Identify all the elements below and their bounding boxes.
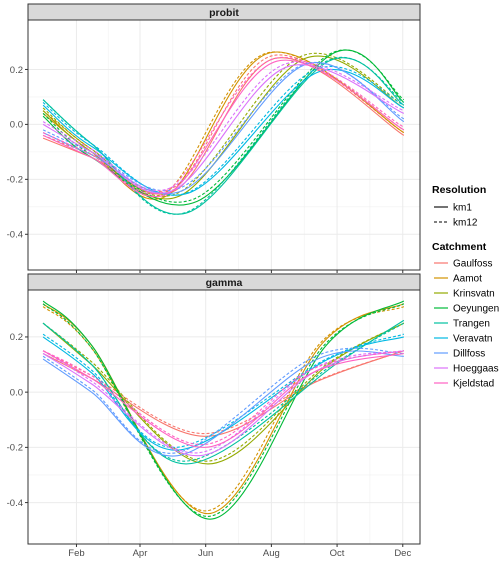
strip-title-probit: probit xyxy=(209,7,239,19)
x-tick-label: Dec xyxy=(394,548,411,559)
series-line-oeyungen-km12 xyxy=(42,303,405,517)
legend: Resolution km1 km12 Catchment Gaulfoss Aamot K… xyxy=(432,184,499,390)
x-tick-label: Feb xyxy=(68,548,84,559)
series-line-oeyungen-km1 xyxy=(42,300,405,520)
legend-label-veravatn: Veravatn xyxy=(453,334,492,345)
y-tick-label: -0.2 xyxy=(7,443,23,454)
series-group xyxy=(42,49,405,215)
legend-label-krinsvatn: Krinsvatn xyxy=(453,289,495,300)
strip-background xyxy=(27,273,421,291)
legend-label-kjeldstad: Kjeldstad xyxy=(453,379,494,390)
y-tick-label: -0.4 xyxy=(7,230,23,241)
legend-label-oeyungen: Oeyungen xyxy=(453,304,499,315)
panel-background xyxy=(28,290,420,544)
y-tick-label: 0.0 xyxy=(10,120,23,131)
y-tick-label: -0.4 xyxy=(7,498,23,509)
series-line-hoeggaas-km1 xyxy=(42,350,404,457)
panel-probit: probit -0.4 -0.2 0.0 0.2 xyxy=(7,3,421,273)
panel-gamma: gamma -0.4 -0.2 0.0 0.2 Feb Apr Jun Aug Oct Dec xyxy=(7,273,421,559)
legend-label-dillfoss: Dillfoss xyxy=(453,349,485,360)
series-group xyxy=(42,300,405,520)
series-line-krinsvatn-km1 xyxy=(42,55,405,200)
legend-label-aamot: Aamot xyxy=(453,274,482,285)
x-tick-label: Oct xyxy=(330,548,345,559)
series-line-dillfoss-km12 xyxy=(42,347,404,454)
series-line-trangen-km1 xyxy=(42,57,405,215)
series-line-kjeldstad-km1 xyxy=(42,350,404,448)
series-line-dillfoss-km1 xyxy=(42,350,404,457)
y-tick-label: -0.2 xyxy=(7,175,23,186)
series-line-veravatn-km1 xyxy=(42,69,405,196)
legend-label-km12: km12 xyxy=(453,218,478,229)
x-tick-label: Apr xyxy=(133,548,148,559)
legend-label-gaulfoss: Gaulfoss xyxy=(453,259,492,270)
series-line-trangen-km1 xyxy=(42,319,405,465)
panel-background xyxy=(28,20,420,270)
legend-label-trangen: Trangen xyxy=(453,319,490,330)
x-tick-label: Jun xyxy=(198,548,213,559)
y-tick-label: 0.2 xyxy=(10,65,23,76)
legend-label-km1: km1 xyxy=(453,203,472,214)
series-line-trangen-km12 xyxy=(42,57,405,215)
series-line-oeyungen-km12 xyxy=(42,49,405,203)
legend-title-resolution: Resolution xyxy=(432,184,486,196)
x-tick-label: Aug xyxy=(263,548,280,559)
series-line-kjeldstad-km1 xyxy=(42,59,405,198)
series-line-hoeggaas-km1 xyxy=(42,64,405,194)
series-line-kjeldstad-km12 xyxy=(42,56,405,195)
strip-title-gamma: gamma xyxy=(206,277,243,289)
series-line-veravatn-km12 xyxy=(42,66,405,196)
strip-background xyxy=(27,3,421,21)
series-line-trangen-km12 xyxy=(42,322,405,462)
legend-label-hoeggaas: Hoeggaas xyxy=(453,364,499,375)
series-line-krinsvatn-km12 xyxy=(42,52,405,197)
series-line-kjeldstad-km12 xyxy=(42,350,404,446)
y-tick-label: 0.0 xyxy=(10,387,23,398)
legend-title-catchment: Catchment xyxy=(432,241,487,253)
series-line-hoeggaas-km12 xyxy=(42,350,404,454)
y-tick-label: 0.2 xyxy=(10,332,23,343)
